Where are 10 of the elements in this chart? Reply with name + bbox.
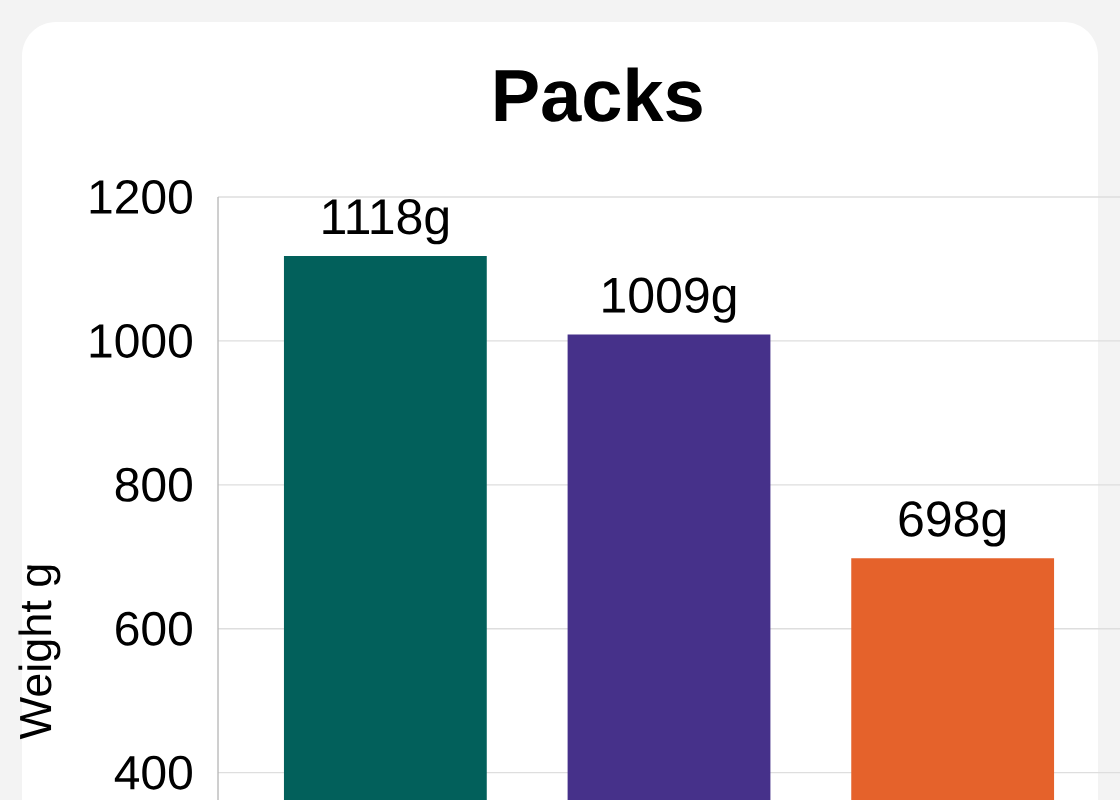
data-label: 1118g: [323, 199, 448, 245]
y-tick-label: 1000: [90, 323, 192, 358]
data-label: 698g: [899, 501, 1006, 547]
chart-title: Packs: [495, 67, 702, 122]
y-tick-label: 400: [114, 755, 192, 790]
y-tick-label: 1200: [90, 180, 192, 214]
y-tick-label: 800: [115, 467, 192, 502]
y-tick-label: 600: [116, 611, 192, 646]
data-label: 1009g: [603, 277, 736, 323]
y-axis-title: Weight g: [18, 565, 61, 740]
